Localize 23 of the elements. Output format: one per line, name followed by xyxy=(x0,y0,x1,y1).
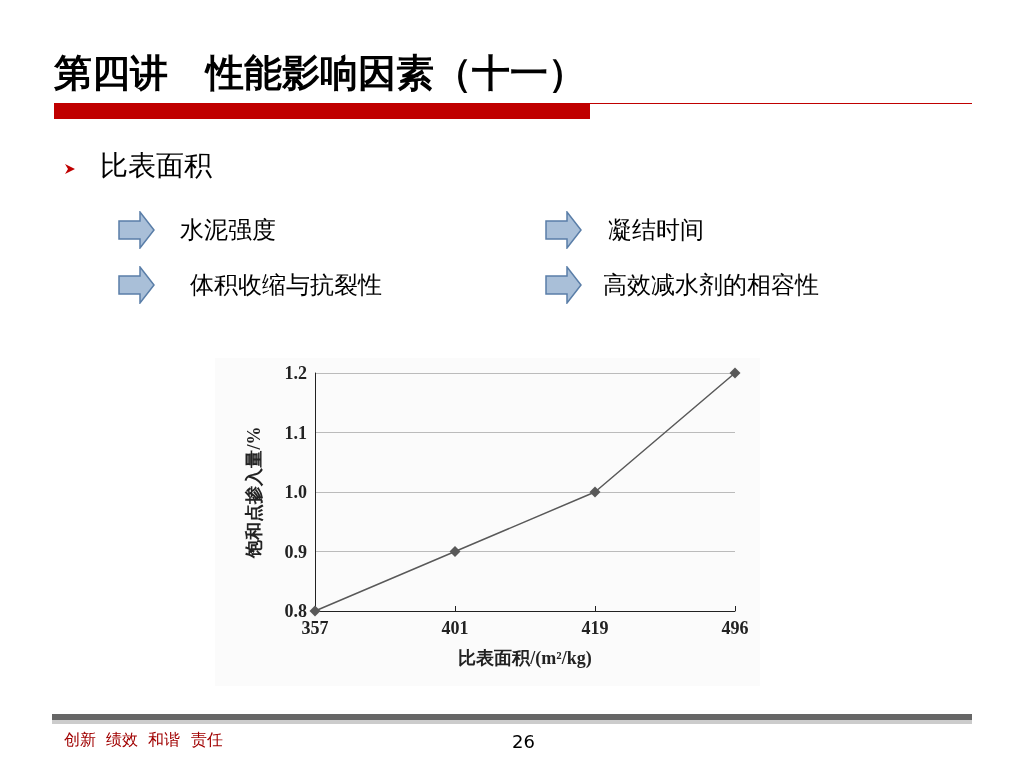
chart-subtitle: 比表面积 xyxy=(100,148,212,184)
text: 凝结时间 xyxy=(608,215,704,246)
y-tick-label: 0.9 xyxy=(284,541,307,562)
text: 26 xyxy=(512,731,535,752)
point xyxy=(729,367,741,379)
y-tick-label: 1.0 xyxy=(284,482,307,502)
x-tick-label: 496 xyxy=(721,618,749,638)
x-axis-title: 比表面积/(m²/kg) xyxy=(458,648,592,669)
text: 水泥强度 xyxy=(180,215,276,246)
x-tick-label: 419 xyxy=(581,618,609,638)
y-tick-label: 1.2 xyxy=(284,363,307,383)
y-tick-label: 0.8 xyxy=(284,601,307,621)
point xyxy=(449,546,461,557)
text: 体积收缩与抗裂性 xyxy=(190,270,382,301)
point xyxy=(309,605,321,617)
y-tick-label: 1.1 xyxy=(284,422,307,443)
point xyxy=(589,486,601,498)
text: 高效减水剂的相容性 xyxy=(603,270,819,301)
x-tick-label: 401 xyxy=(441,618,469,638)
x-tick-label: 357 xyxy=(301,618,329,638)
chart-title: 第四讲 性能影响因素（十一） xyxy=(54,50,586,97)
text: 创新 绩效 和谐 责任 xyxy=(64,730,223,751)
y-axis-title: 饱和点掺入量/% xyxy=(244,426,264,559)
